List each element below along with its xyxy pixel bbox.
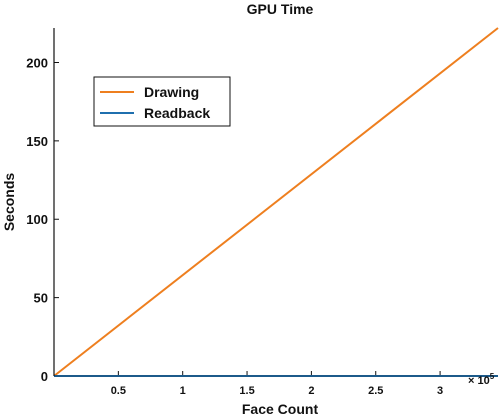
y-tick-label: 0 bbox=[41, 369, 48, 384]
legend-label-readback: Readback bbox=[144, 105, 210, 121]
x-tick-label: 1.5 bbox=[239, 385, 254, 397]
y-tick-label: 150 bbox=[26, 134, 48, 149]
series-line-drawing bbox=[53, 27, 499, 377]
x-axis-multiplier: × 105 bbox=[468, 372, 495, 387]
x-tick-label: 1 bbox=[180, 385, 186, 397]
legend-label-drawing: Drawing bbox=[144, 84, 199, 100]
x-axis-multiplier-base: × 10 bbox=[468, 375, 490, 387]
x-tick-label: 2 bbox=[308, 385, 314, 397]
y-axis-label: Seconds bbox=[1, 173, 17, 232]
x-tick-label: 0.5 bbox=[111, 385, 126, 397]
y-tick-label: 100 bbox=[26, 212, 48, 227]
legend: Drawing Readback bbox=[93, 76, 231, 127]
chart-title: GPU Time bbox=[247, 1, 314, 17]
x-tick-label: 2.5 bbox=[368, 385, 383, 397]
y-tick-label: 50 bbox=[34, 291, 48, 306]
x-axis-multiplier-exponent: 5 bbox=[490, 372, 495, 381]
x-axis-label: Face Count bbox=[242, 401, 319, 417]
legend-box bbox=[93, 76, 231, 127]
y-tick-label: 200 bbox=[26, 55, 48, 70]
x-tick-label: 3 bbox=[437, 385, 443, 397]
